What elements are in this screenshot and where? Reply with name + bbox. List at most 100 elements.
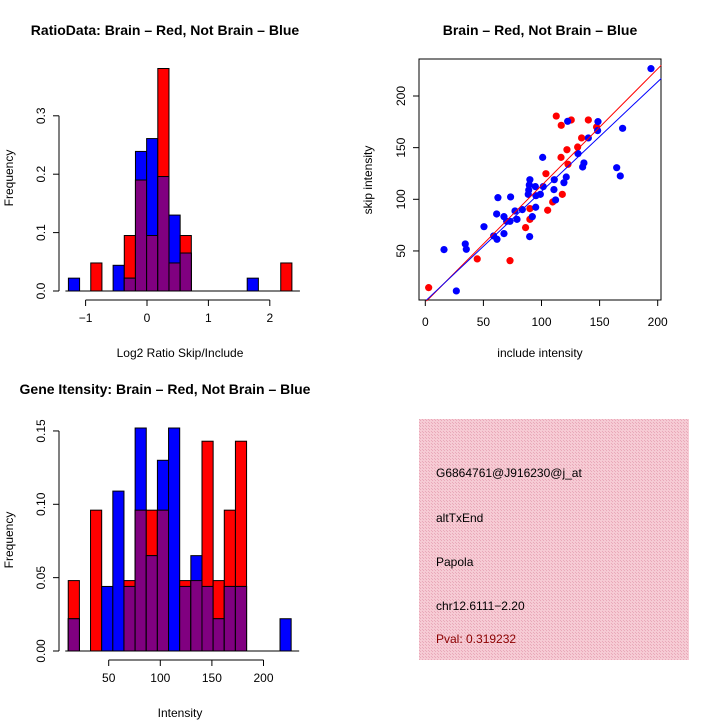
y-tick-label: 0.15 <box>34 419 48 443</box>
y-tick-label: 150 <box>394 137 408 157</box>
blue-point <box>619 124 627 132</box>
pval: Pval: 0.319232 <box>436 632 516 646</box>
y-tick-label: 0.00 <box>34 639 48 663</box>
red-fit-line <box>426 64 662 302</box>
blue-point <box>462 245 470 253</box>
overlap-bar <box>234 585 248 652</box>
blue-bar <box>168 427 181 652</box>
ratio-histogram: RatioData: Brain – Red, Not Brain – Blue… <box>2 22 300 360</box>
y-tick-label: 0.0 <box>34 282 48 299</box>
blue-point <box>525 181 533 189</box>
blue-point <box>494 194 502 202</box>
x-tick-label: 100 <box>531 315 551 329</box>
x-tick-label: 150 <box>590 315 610 329</box>
info-background <box>419 419 689 660</box>
y-tick-label: 200 <box>394 86 408 106</box>
overlap-bar <box>123 585 136 652</box>
intensity-scatter-title: Brain – Red, Not Brain – Blue <box>443 22 638 38</box>
overlap-bar <box>190 580 203 652</box>
overlap-bar <box>201 585 214 652</box>
overlap-bar <box>223 585 236 652</box>
blue-point <box>647 65 655 73</box>
red-point <box>526 204 534 213</box>
red-point <box>564 160 572 168</box>
blue-point <box>461 240 469 248</box>
overlap-bar <box>179 252 192 292</box>
blue-bar <box>101 585 114 652</box>
blue-point <box>524 190 532 198</box>
red-point <box>563 146 571 154</box>
red-point <box>577 134 586 142</box>
overlap-bar <box>212 618 225 652</box>
red-point <box>544 206 552 214</box>
blue-point <box>613 164 621 172</box>
blue-point <box>493 210 501 218</box>
x-tick-label: 200 <box>648 315 668 329</box>
blue-point <box>511 207 519 215</box>
blue-bar <box>279 618 292 652</box>
y-tick-label: 0.10 <box>34 492 48 516</box>
overlap-bar <box>145 555 158 652</box>
event-type: altTxEnd <box>436 511 483 525</box>
red-bar <box>90 509 103 652</box>
y-tick-label: 0.2 <box>34 166 48 183</box>
info-panel: G6864761@J916230@j_at altTxEnd Papola ch… <box>419 419 689 660</box>
x-tick-label: −1 <box>79 311 93 325</box>
blue-bar <box>112 490 125 652</box>
blue-point <box>506 193 515 201</box>
blue-point <box>532 203 540 211</box>
gene-name: Papola <box>436 555 474 569</box>
blue-point <box>513 215 521 223</box>
overlap-bar <box>123 277 136 292</box>
blue-point <box>550 185 558 194</box>
x-tick-label: 0 <box>144 311 151 325</box>
red-point <box>521 224 530 232</box>
overlap-bar <box>168 262 181 292</box>
blue-point <box>562 173 570 181</box>
overlap-bar <box>157 176 170 292</box>
blue-point <box>528 213 536 221</box>
x-tick-label: 50 <box>477 315 491 329</box>
blue-point <box>594 127 602 135</box>
x-tick-label: 150 <box>202 671 222 685</box>
intensity-scatter: Brain – Red, Not Brain – Blue include in… <box>361 22 668 360</box>
blue-point <box>531 182 539 191</box>
blue-point <box>526 176 534 184</box>
y-tick-label: 0.05 <box>34 566 48 590</box>
blue-point <box>526 232 534 241</box>
blue-bar <box>246 277 259 292</box>
red-point <box>558 190 566 198</box>
blue-point <box>440 246 448 254</box>
blue-point <box>594 118 602 126</box>
y-tick-label: 0.3 <box>34 107 48 124</box>
overlap-bar <box>146 235 159 292</box>
ratio-histogram-ylabel: Frequency <box>2 150 16 207</box>
blue-point <box>564 117 572 125</box>
gene-intensity-ylabel: Frequency <box>2 512 16 569</box>
x-tick-label: 100 <box>150 671 170 685</box>
red-point <box>584 116 592 124</box>
y-tick-label: 50 <box>394 244 408 258</box>
blue-point <box>493 235 501 243</box>
red-bar <box>90 262 103 292</box>
blue-point <box>536 190 544 198</box>
overlap-bar <box>156 509 170 652</box>
red-point <box>473 255 481 263</box>
ratio-histogram-xlabel: Log2 Ratio Skip/Include <box>117 346 244 360</box>
red-bar <box>280 262 293 292</box>
gene-intensity-histogram: Gene Itensity: Brain – Red, Not Brain – … <box>2 381 311 720</box>
x-tick-label: 0 <box>422 315 429 329</box>
blue-point <box>616 172 624 180</box>
x-tick-label: 1 <box>205 311 212 325</box>
blue-bar <box>112 264 125 292</box>
blue-fit-line <box>426 78 662 301</box>
ratio-histogram-title: RatioData: Brain – Red, Not Brain – Blue <box>31 22 300 38</box>
red-point <box>552 112 560 120</box>
x-tick-label: 200 <box>253 671 273 685</box>
red-point <box>425 284 433 292</box>
gene-intensity-xlabel: Intensity <box>158 706 203 720</box>
chromosome-location: chr12.6111−2.20 <box>436 599 525 613</box>
blue-point <box>560 179 568 187</box>
scatter-plot-box <box>418 58 662 301</box>
